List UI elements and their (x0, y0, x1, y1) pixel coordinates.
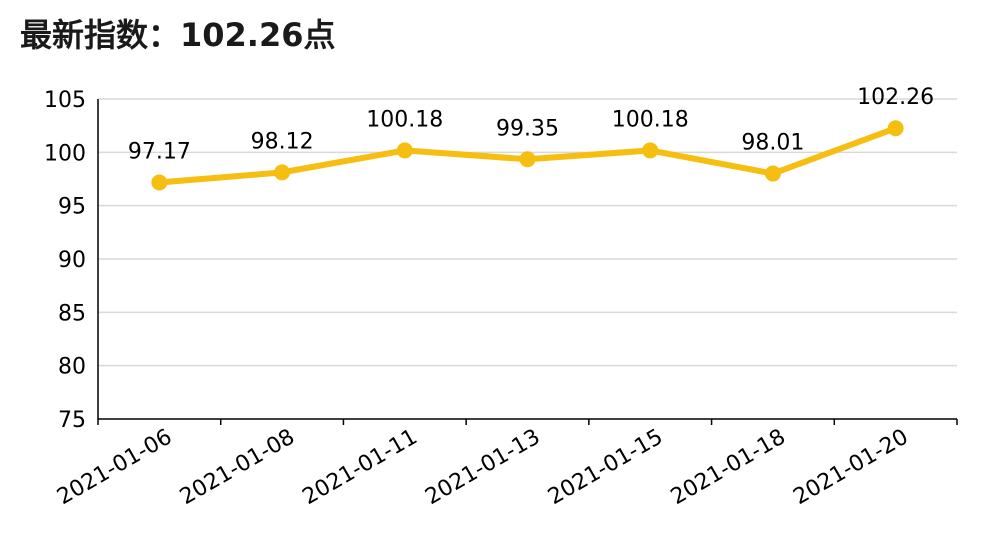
x-tick-label-2021-01-08: 2021-01-08 (176, 425, 299, 511)
y-tick-label-90: 90 (58, 248, 86, 273)
data-point-2021-01-18 (764, 165, 781, 182)
x-tick-label-2021-01-11: 2021-01-11 (299, 425, 422, 511)
y-tick-label-75: 75 (58, 408, 86, 433)
data-label-2021-01-06: 97.17 (128, 140, 191, 165)
data-label-2021-01-18: 98.01 (741, 131, 804, 156)
data-point-2021-01-15 (642, 142, 659, 159)
x-tick-label-2021-01-15: 2021-01-15 (544, 425, 667, 511)
data-point-2021-01-08 (274, 164, 291, 181)
x-tick-label-2021-01-18: 2021-01-18 (667, 425, 790, 511)
x-tick-label-2021-01-06: 2021-01-06 (53, 425, 176, 511)
y-tick-label-85: 85 (58, 301, 86, 326)
data-points (151, 120, 904, 191)
y-axis-tick-labels: 75 80 85 90 95 100 105 (44, 88, 86, 433)
data-point-2021-01-11 (396, 142, 413, 159)
x-axis-tick-labels: 2021-01-06 2021-01-08 2021-01-11 2021-01-13… (53, 425, 913, 511)
x-tick-label-2021-01-13: 2021-01-13 (421, 425, 544, 511)
y-tick-label-80: 80 (58, 355, 86, 380)
y-tick-label-105: 105 (44, 88, 86, 113)
data-point-2021-01-13 (519, 151, 536, 168)
data-label-2021-01-20: 102.26 (857, 85, 934, 110)
data-point-2021-01-06 (151, 174, 168, 191)
axes (97, 99, 958, 425)
chart-title: 最新指数：102.26点 (20, 16, 336, 54)
data-label-2021-01-11: 100.18 (366, 107, 443, 132)
y-tick-label-100: 100 (44, 141, 86, 166)
x-tick-label-2021-01-20: 2021-01-20 (789, 425, 912, 511)
data-point-2021-01-20 (887, 120, 904, 137)
data-label-2021-01-15: 100.18 (612, 107, 689, 132)
y-tick-label-95: 95 (58, 195, 86, 220)
data-label-2021-01-13: 99.35 (496, 116, 559, 141)
grid-lines (98, 98, 957, 367)
data-labels: 97.17 98.12 100.18 99.35 100.18 98.01 102.26 (128, 85, 934, 164)
data-label-2021-01-08: 98.12 (251, 129, 314, 154)
